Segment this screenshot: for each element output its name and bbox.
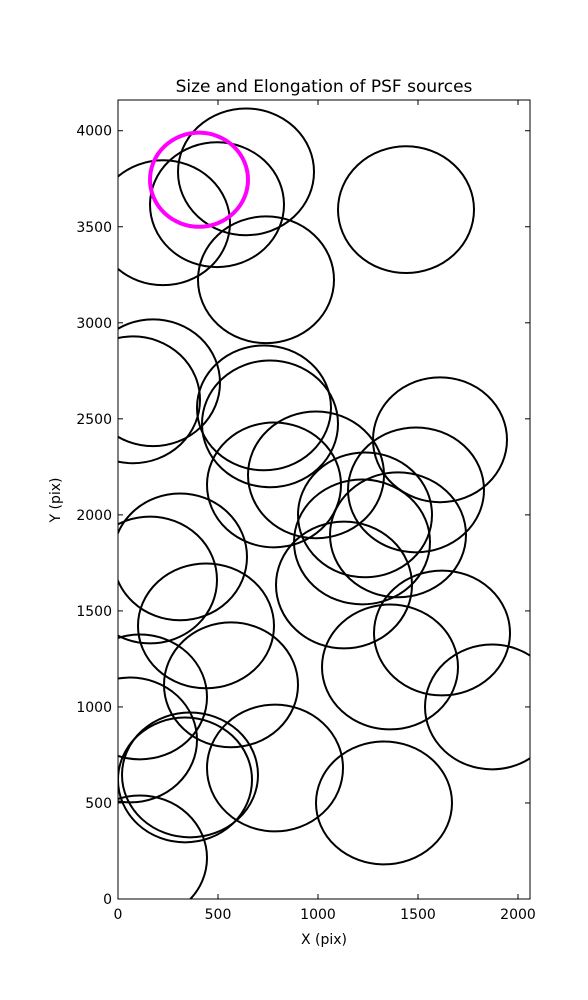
psf-ellipse: [293, 478, 431, 606]
psf-ellipse: [329, 471, 467, 599]
y-tick-label: 3000: [76, 316, 112, 332]
x-axis-label: X (pix): [301, 932, 347, 948]
psf-ellipse: [118, 335, 201, 465]
x-tick-label: 1000: [300, 907, 336, 923]
x-tick-label: 2000: [500, 907, 536, 923]
y-tick-label: 4000: [76, 124, 112, 140]
psf-ellipse: [247, 410, 385, 540]
psf-ellipse: [297, 451, 433, 579]
psf-ellipse: [177, 107, 315, 237]
y-tick-label: 500: [85, 796, 112, 812]
psf-ellipse: [347, 426, 485, 554]
psf-ellipse: [148, 130, 250, 229]
psf-ellipse: [197, 215, 335, 345]
psf-ellipse: [163, 621, 299, 749]
y-axis-label: Y (pix): [48, 478, 64, 524]
psf-ellipse: [118, 492, 248, 622]
chart-title: Size and Elongation of PSF sources: [176, 77, 473, 97]
y-tick-label: 1500: [76, 604, 112, 620]
psf-ellipse: [424, 643, 530, 771]
plot-area: [118, 107, 530, 899]
psf-ellipse: [118, 676, 198, 804]
psf-ellipse: [275, 520, 413, 650]
y-tick-label: 3500: [76, 220, 112, 236]
plot-frame: [117, 99, 531, 900]
psf-ellipse: [372, 376, 508, 504]
psf-ellipse: [118, 515, 218, 645]
x-tick-label: 500: [205, 907, 232, 923]
y-tick-label: 1000: [76, 700, 112, 716]
psf-ellipse: [315, 740, 453, 866]
psf-ellipse: [121, 711, 259, 839]
psf-ellipse: [118, 794, 208, 899]
y-tick-label: 2000: [76, 508, 112, 524]
x-tick-label: 1500: [400, 907, 436, 923]
psf-ellipse: [206, 703, 344, 833]
psf-ellipse: [373, 569, 511, 697]
psf-ellipse: [118, 633, 208, 761]
psf-ellipse: [196, 344, 332, 472]
y-tick-label: 0: [103, 892, 112, 908]
psf-ellipse: [118, 318, 221, 448]
y-tick-label: 2500: [76, 412, 112, 428]
psf-ellipse: [206, 421, 342, 549]
psf-ellipse: [118, 159, 231, 287]
psf-ellipse: [201, 359, 339, 489]
psf-ellipse: [149, 141, 285, 269]
psf-ellipse: [321, 603, 459, 731]
psf-ellipse: [337, 145, 475, 275]
x-tick-label: 0: [114, 907, 123, 923]
psf-ellipse: [118, 716, 253, 844]
